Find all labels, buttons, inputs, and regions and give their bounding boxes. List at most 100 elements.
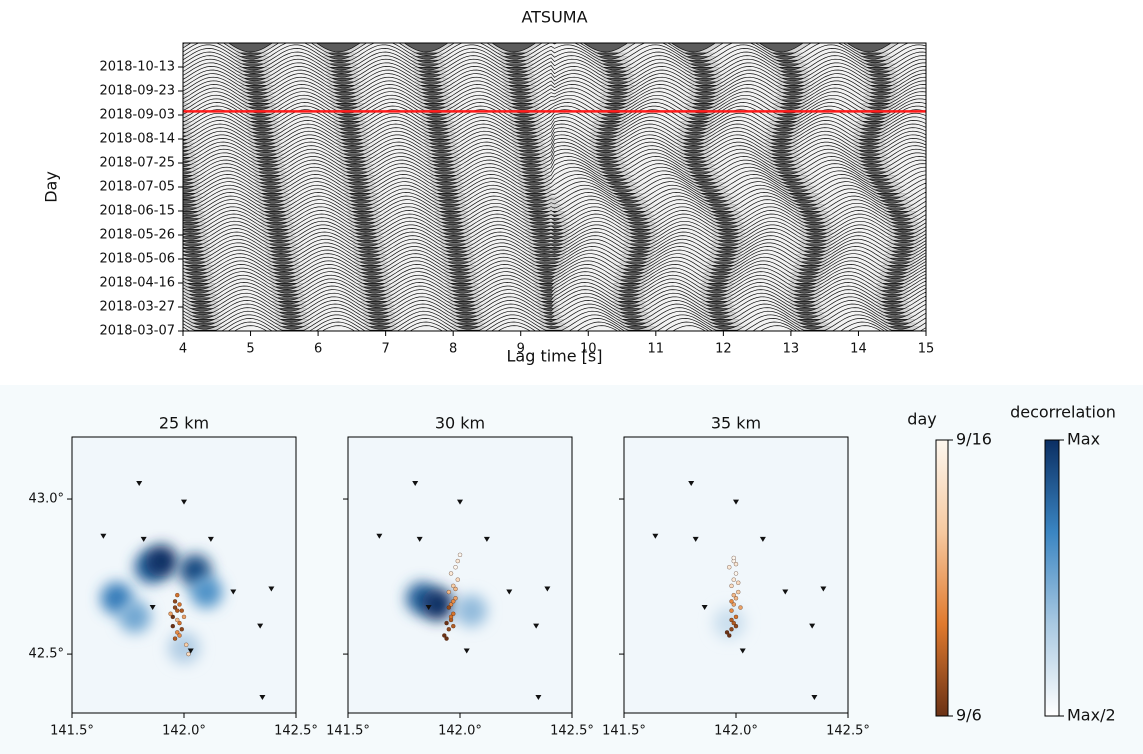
station — [100, 533, 107, 539]
station — [376, 533, 383, 539]
event — [729, 599, 734, 604]
y-tick-label: 2018-08-14 — [99, 132, 175, 147]
x-tick-label: 141.5° — [50, 724, 94, 739]
station — [733, 499, 739, 505]
y-tick-label: 42.5° — [29, 647, 64, 662]
event — [184, 642, 189, 647]
colorbar-tick-label: 9/16 — [956, 430, 992, 449]
trace — [183, 199, 926, 219]
station — [688, 481, 695, 487]
event — [446, 605, 451, 610]
x-tick-label: 141.5° — [602, 724, 646, 739]
event — [453, 586, 458, 592]
station — [187, 648, 194, 654]
station — [136, 481, 143, 487]
map-title: 35 km — [711, 414, 761, 433]
event — [731, 577, 736, 582]
x-tick-label: 10 — [580, 342, 597, 357]
trace — [183, 303, 926, 324]
event — [448, 614, 454, 620]
station — [809, 623, 816, 629]
event — [168, 611, 173, 616]
event — [177, 633, 182, 638]
event — [733, 624, 739, 629]
decorrelation-patch — [168, 631, 200, 664]
x-axis-label: Lag time [s] — [506, 347, 602, 366]
event — [175, 608, 180, 613]
event — [181, 614, 187, 620]
decorrelation-patch — [118, 600, 151, 633]
event — [446, 627, 451, 632]
event — [175, 617, 180, 623]
x-tick-label: 14 — [850, 342, 867, 357]
event — [738, 605, 743, 610]
event — [448, 602, 454, 607]
x-tick-label: 4 — [179, 342, 187, 357]
event — [733, 561, 739, 567]
traces — [183, 43, 926, 331]
y-axis-label: Day — [42, 171, 61, 203]
station — [412, 481, 419, 487]
map-layer — [376, 481, 551, 700]
map-title: 25 km — [159, 414, 209, 433]
event — [451, 611, 456, 616]
colorbar-tick-label: 9/6 — [956, 706, 982, 725]
station — [533, 623, 540, 629]
decorrelation-patch — [455, 594, 488, 627]
y-tick-label: 2018-04-16 — [99, 276, 175, 291]
event — [451, 599, 456, 604]
trace — [183, 238, 926, 259]
x-tick-label: 7 — [381, 342, 389, 357]
x-tick-label: 5 — [246, 342, 254, 357]
station — [230, 589, 237, 595]
y-tick-label: 2018-09-03 — [99, 108, 175, 123]
event — [177, 602, 182, 607]
event — [731, 620, 736, 626]
event — [731, 593, 736, 598]
station — [811, 694, 818, 700]
station — [692, 536, 699, 542]
decorrelation-patch — [713, 607, 746, 640]
y-tick-label: 2018-10-13 — [99, 60, 175, 75]
event — [727, 565, 732, 570]
event — [172, 636, 178, 641]
event — [731, 555, 736, 561]
station — [820, 586, 827, 592]
event — [731, 602, 736, 607]
y-tick-label: 2018-07-25 — [99, 156, 175, 171]
trace — [183, 310, 926, 331]
trace — [183, 202, 926, 223]
event — [175, 630, 180, 635]
trace — [183, 195, 926, 216]
x-tick-label: 141.5° — [326, 724, 370, 739]
event — [729, 627, 734, 632]
map-title: 30 km — [435, 414, 485, 433]
event — [175, 593, 180, 598]
station — [759, 536, 766, 542]
y-tick-label: 2018-05-26 — [99, 228, 175, 243]
x-tick-label: 8 — [449, 342, 457, 357]
event — [170, 624, 175, 629]
y-tick-label: 2018-03-27 — [99, 300, 175, 315]
trace — [183, 206, 926, 227]
station — [463, 648, 470, 654]
colorbar-title: decorrelation — [1010, 403, 1116, 422]
event — [457, 552, 463, 557]
trace — [183, 307, 926, 327]
event — [455, 577, 460, 582]
event — [729, 617, 734, 623]
x-tick-label: 142.0° — [162, 724, 206, 739]
map-layer — [652, 481, 827, 700]
event — [186, 651, 191, 657]
event — [179, 608, 184, 613]
station — [535, 694, 542, 700]
event — [733, 596, 739, 601]
x-tick-label: 12 — [715, 342, 732, 357]
station — [425, 605, 432, 611]
x-tick-label: 13 — [783, 342, 800, 357]
y-tick-label: 2018-05-06 — [99, 252, 175, 267]
station — [457, 499, 463, 505]
event — [733, 571, 739, 576]
trace — [183, 242, 926, 263]
